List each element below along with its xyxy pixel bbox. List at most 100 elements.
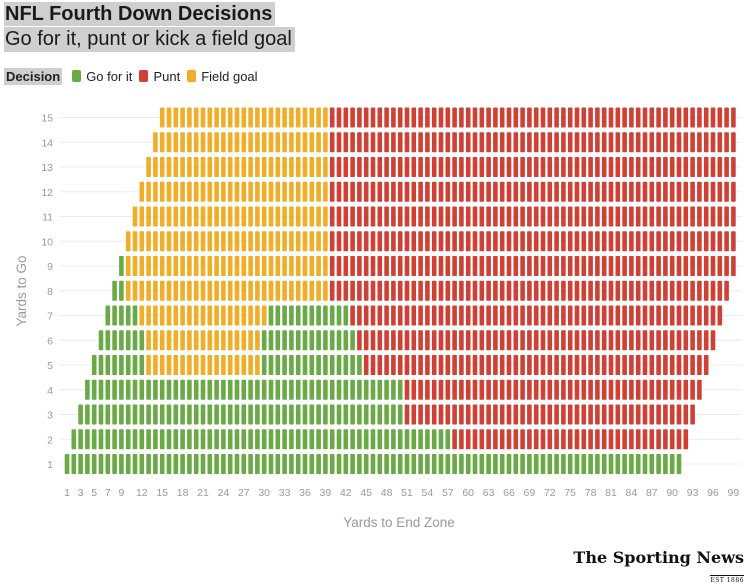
bar-fg-y8-x21[interactable] — [200, 280, 206, 301]
bar-punt-y14-x90[interactable] — [669, 132, 675, 153]
bar-fg-y14-x24[interactable] — [221, 132, 226, 153]
bar-go-y3-x36[interactable] — [302, 404, 308, 425]
bar-fg-y14-x26[interactable] — [234, 132, 240, 153]
bar-punt-y5-x84[interactable] — [629, 355, 634, 375]
bar-punt-y5-x55[interactable] — [431, 355, 437, 375]
bar-punt-y3-x85[interactable] — [635, 404, 641, 425]
legend-item-go[interactable]: Go for it — [72, 69, 132, 84]
bar-punt-y13-x83[interactable] — [622, 157, 627, 177]
bar-go-y3-x11[interactable] — [132, 404, 138, 425]
bar-punt-y6-x82[interactable] — [615, 330, 621, 351]
bar-fg-y9-x28[interactable] — [248, 256, 253, 276]
bar-punt-y5-x74[interactable] — [561, 355, 566, 375]
bar-punt-y3-x54[interactable] — [425, 404, 430, 425]
bar-punt-y15-x90[interactable] — [669, 107, 675, 128]
bar-punt-y11-x87[interactable] — [649, 206, 655, 227]
bar-go-y6-x6[interactable] — [98, 330, 104, 351]
bar-punt-y14-x82[interactable] — [615, 132, 621, 153]
bar-punt-y6-x53[interactable] — [418, 330, 423, 351]
bar-fg-y10-x33[interactable] — [282, 231, 287, 252]
bar-punt-y7-x49[interactable] — [391, 305, 396, 326]
bar-fg-y13-x39[interactable] — [323, 157, 328, 177]
bar-fg-y15-x29[interactable] — [255, 107, 260, 128]
bar-punt-y14-x58[interactable] — [452, 132, 457, 153]
bar-go-y1-x52[interactable] — [411, 454, 417, 474]
bar-punt-y5-x54[interactable] — [425, 355, 430, 375]
bar-go-y1-x29[interactable] — [255, 454, 260, 474]
bar-punt-y6-x49[interactable] — [391, 330, 396, 351]
bar-fg-y11-x30[interactable] — [261, 206, 267, 227]
bar-punt-y4-x80[interactable] — [601, 379, 607, 400]
bar-go-y1-x49[interactable] — [391, 454, 396, 474]
bar-go-y1-x38[interactable] — [316, 454, 321, 474]
bar-punt-y10-x91[interactable] — [676, 231, 682, 252]
bar-punt-y5-x76[interactable] — [574, 355, 580, 375]
bar-go-y1-x88[interactable] — [656, 454, 661, 474]
bar-punt-y13-x82[interactable] — [615, 157, 621, 177]
bar-punt-y7-x74[interactable] — [561, 305, 566, 326]
bar-fg-y15-x21[interactable] — [200, 107, 206, 128]
bar-punt-y13-x89[interactable] — [663, 157, 668, 177]
bar-punt-y4-x60[interactable] — [465, 379, 471, 400]
bar-punt-y12-x64[interactable] — [493, 181, 498, 202]
bar-punt-y14-x71[interactable] — [540, 132, 546, 153]
bar-punt-y4-x61[interactable] — [472, 379, 478, 400]
bar-go-y7-x39[interactable] — [323, 305, 328, 326]
bar-go-y7-x10[interactable] — [125, 305, 131, 326]
bar-punt-y14-x41[interactable] — [336, 132, 342, 153]
bar-fg-y13-x14[interactable] — [153, 157, 158, 177]
bar-punt-y12-x47[interactable] — [377, 181, 383, 202]
bar-punt-y6-x56[interactable] — [438, 330, 444, 351]
bar-fg-y8-x35[interactable] — [295, 280, 301, 301]
bar-punt-y9-x41[interactable] — [336, 256, 342, 276]
bar-punt-y6-x66[interactable] — [506, 330, 512, 351]
bar-go-y2-x53[interactable] — [418, 429, 423, 450]
bar-fg-y9-x21[interactable] — [200, 256, 206, 276]
bar-punt-y6-x64[interactable] — [493, 330, 498, 351]
bar-go-y1-x61[interactable] — [472, 454, 478, 474]
bar-go-y1-x68[interactable] — [520, 454, 525, 474]
bar-punt-y8-x91[interactable] — [676, 280, 682, 301]
bar-punt-y7-x44[interactable] — [357, 305, 362, 326]
bar-punt-y14-x83[interactable] — [622, 132, 627, 153]
bar-punt-y10-x75[interactable] — [567, 231, 573, 252]
bar-fg-y13-x37[interactable] — [309, 157, 315, 177]
bar-fg-y7-x25[interactable] — [227, 305, 233, 326]
bar-punt-y6-x75[interactable] — [567, 330, 573, 351]
bar-punt-y11-x72[interactable] — [547, 206, 553, 227]
bar-fg-y6-x24[interactable] — [221, 330, 226, 351]
bar-fg-y10-x10[interactable] — [125, 231, 131, 252]
bar-punt-y9-x61[interactable] — [472, 256, 478, 276]
bar-punt-y15-x97[interactable] — [717, 107, 723, 128]
bar-punt-y10-x66[interactable] — [506, 231, 512, 252]
bar-punt-y8-x53[interactable] — [418, 280, 423, 301]
bar-punt-y6-x72[interactable] — [547, 330, 553, 351]
bar-punt-y14-x55[interactable] — [431, 132, 437, 153]
bar-punt-y12-x58[interactable] — [452, 181, 457, 202]
bar-punt-y4-x83[interactable] — [622, 379, 627, 400]
bar-punt-y14-x46[interactable] — [370, 132, 376, 153]
bar-fg-y12-x29[interactable] — [255, 181, 260, 202]
bar-fg-y9-x32[interactable] — [275, 256, 281, 276]
bar-fg-y10-x18[interactable] — [180, 231, 185, 252]
bar-fg-y11-x18[interactable] — [180, 206, 185, 227]
bar-punt-y6-x76[interactable] — [574, 330, 580, 351]
bar-go-y4-x44[interactable] — [357, 379, 362, 400]
bar-punt-y6-x88[interactable] — [656, 330, 661, 351]
bar-punt-y9-x57[interactable] — [445, 256, 451, 276]
bar-go-y3-x8[interactable] — [112, 404, 117, 425]
bar-punt-y6-x57[interactable] — [445, 330, 451, 351]
bar-go-y6-x30[interactable] — [261, 330, 267, 351]
bar-punt-y3-x80[interactable] — [601, 404, 607, 425]
bar-fg-y12-x13[interactable] — [146, 181, 151, 202]
bar-punt-y5-x73[interactable] — [554, 355, 559, 375]
bar-punt-y8-x56[interactable] — [438, 280, 444, 301]
bar-fg-y15-x36[interactable] — [302, 107, 308, 128]
bar-punt-y5-x72[interactable] — [547, 355, 553, 375]
bar-go-y3-x26[interactable] — [234, 404, 240, 425]
bar-punt-y10-x67[interactable] — [513, 231, 519, 252]
bar-go-y1-x9[interactable] — [119, 454, 124, 474]
bar-fg-y7-x13[interactable] — [146, 305, 151, 326]
bar-punt-y9-x73[interactable] — [554, 256, 559, 276]
bar-punt-y9-x50[interactable] — [397, 256, 403, 276]
